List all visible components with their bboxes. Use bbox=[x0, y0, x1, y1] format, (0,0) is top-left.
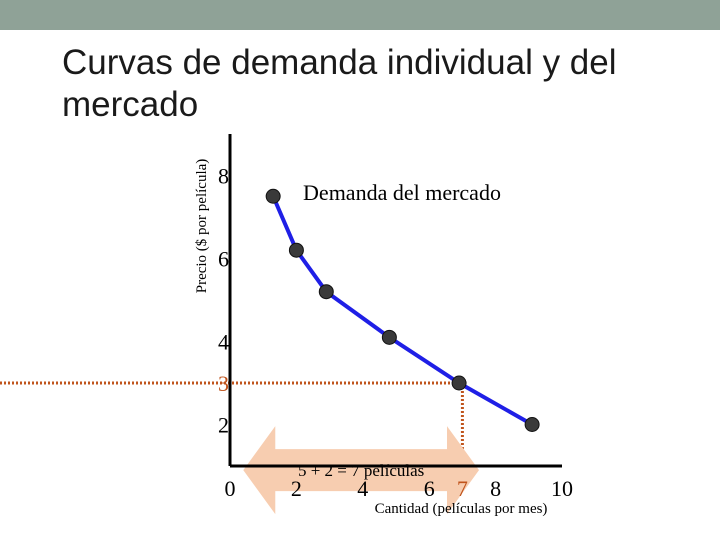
x-tick-label: 4 bbox=[357, 476, 368, 501]
demand-curve bbox=[271, 194, 535, 427]
x-tick-label: 7 bbox=[457, 476, 468, 501]
data-point bbox=[318, 284, 334, 300]
y-tick-label: 2 bbox=[218, 413, 229, 438]
curve-segment bbox=[294, 248, 329, 294]
curve-segment bbox=[271, 194, 299, 253]
x-tick-label: 2 bbox=[291, 476, 302, 501]
y-tick-label: 6 bbox=[218, 247, 229, 272]
y-tick-label: 4 bbox=[218, 330, 229, 355]
data-point bbox=[288, 242, 304, 258]
series-label: Demanda del mercado bbox=[303, 180, 501, 205]
quantity-arrow bbox=[243, 426, 479, 515]
y-tick-label: 3 bbox=[218, 371, 229, 396]
slide-title: Curvas de demanda individual y del merca… bbox=[62, 43, 617, 124]
y-axis-label: Precio ($ por película) bbox=[194, 159, 210, 294]
y-tick-label: 8 bbox=[218, 164, 229, 189]
data-point bbox=[524, 417, 540, 432]
axes bbox=[228, 134, 562, 468]
curve-segment bbox=[387, 335, 462, 385]
data-point bbox=[381, 329, 397, 345]
top-banner bbox=[0, 0, 720, 30]
demand-points bbox=[265, 188, 540, 432]
x-tick-label: 8 bbox=[490, 476, 501, 501]
data-point bbox=[451, 375, 467, 391]
y-tick-labels: 2 3 4 6 8 bbox=[218, 164, 229, 438]
x-axis-label: Cantidad (películas por mes) bbox=[375, 501, 548, 517]
curve-segment bbox=[457, 381, 535, 427]
curve-segment bbox=[324, 289, 392, 340]
x-tick-label: 10 bbox=[551, 476, 573, 501]
x-tick-labels: 0 2 4 6 7 8 10 bbox=[225, 476, 574, 501]
x-tick-label: 0 bbox=[225, 476, 236, 501]
data-point bbox=[265, 188, 281, 204]
x-tick-label: 6 bbox=[424, 476, 435, 501]
